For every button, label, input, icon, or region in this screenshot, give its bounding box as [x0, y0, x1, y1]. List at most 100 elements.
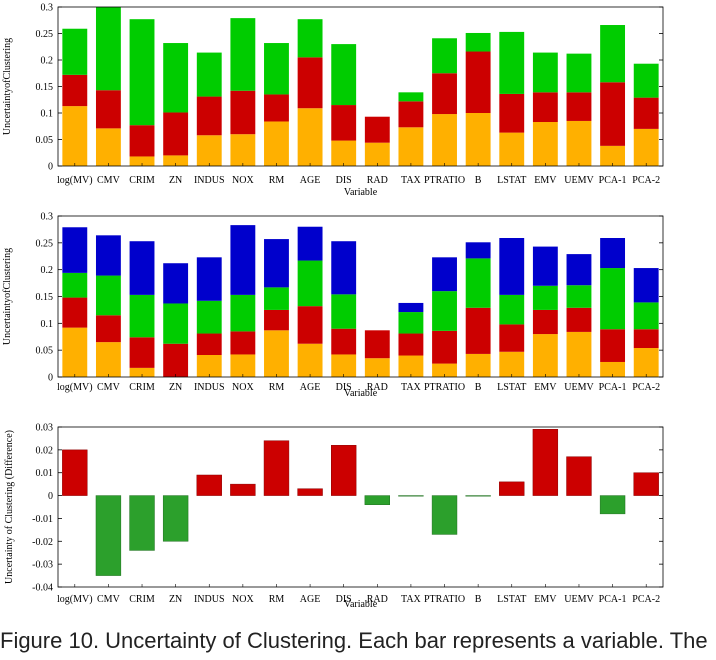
bar-segment: [600, 25, 626, 83]
bar-segment: [95, 128, 121, 166]
bar-segment: [230, 331, 256, 355]
x-tick-label: log(MV): [57, 594, 93, 605]
bar-segment: [633, 268, 659, 303]
y-tick-label: 0.02: [36, 445, 54, 456]
x-tick-label: PCA-2: [632, 594, 660, 605]
y-tick-label: 0.2: [41, 56, 54, 67]
bar-segment: [398, 101, 424, 128]
x-tick-label: RAD: [367, 175, 388, 186]
x-tick-label: PCA-1: [599, 175, 627, 186]
x-tick-label: B: [475, 594, 482, 605]
x-tick-label: EMV: [534, 382, 557, 393]
x-tick-label: DIS: [336, 382, 352, 393]
bar-segment: [566, 53, 592, 93]
bar-segment: [331, 105, 357, 141]
bar-segment: [196, 300, 222, 334]
bar-segment: [129, 294, 155, 338]
x-tick-label: B: [475, 175, 482, 186]
bar-segment: [364, 358, 390, 377]
x-tick-label: log(MV): [57, 382, 93, 393]
x-tick-label: LSTAT: [497, 382, 526, 393]
bar-segment: [297, 343, 323, 377]
y-tick-label: 0.1: [41, 109, 54, 120]
bar-segment: [532, 122, 558, 166]
x-tick-label: CRIM: [129, 382, 155, 393]
bar: [230, 483, 256, 496]
x-axis-label: Variable: [344, 388, 378, 399]
bar-segment: [499, 132, 525, 166]
x-tick-label: PTRATIO: [424, 594, 465, 605]
bar: [364, 495, 390, 505]
y-tick-label: 0.05: [36, 346, 54, 357]
bar-segment: [297, 260, 323, 307]
bar-segment: [398, 92, 424, 102]
bar-segment: [297, 19, 323, 58]
x-tick-label: NOX: [232, 594, 254, 605]
bar-segment: [398, 355, 424, 377]
x-tick-label: TAX: [401, 175, 422, 186]
bar-segment: [331, 140, 357, 166]
bar-segment: [196, 96, 222, 136]
y-tick-label: 0.25: [36, 29, 54, 40]
x-tick-label: INDUS: [194, 175, 225, 186]
figure: 0 0.05 0.1 0.15 0.2 0.25 0.3 log(MV) CMV CRIM ZN IN…: [2, 3, 664, 610]
bar-segment: [398, 312, 424, 334]
x-tick-label: CMV: [97, 175, 121, 186]
bar-segment: [264, 121, 289, 166]
bar: [532, 429, 559, 496]
bar: [196, 474, 222, 496]
bar-segment: [364, 330, 390, 359]
bar-segment: [432, 257, 457, 292]
bar-segment: [62, 106, 88, 166]
bar-segment: [196, 354, 222, 377]
x-tick-label: PCA-1: [599, 594, 627, 605]
x-tick-label: UEMV: [564, 175, 594, 186]
bar-segment: [432, 73, 457, 115]
x-tick-label: LSTAT: [497, 175, 526, 186]
y-tick-label: 0.15: [36, 82, 54, 93]
y-tick-label: 0: [48, 162, 53, 173]
bar-segment: [600, 329, 626, 362]
x-tick-label: NOX: [232, 175, 254, 186]
bar-segment: [532, 309, 558, 335]
bar-segment: [465, 51, 491, 113]
bar-segment: [532, 92, 558, 123]
bar-segment: [465, 258, 491, 308]
bar-segment: [129, 337, 155, 368]
bar-segment: [196, 333, 222, 355]
y-tick-label: 0.05: [36, 135, 54, 146]
bar-segment: [532, 246, 558, 286]
bar-segment: [465, 307, 491, 354]
x-tick-label: PTRATIO: [424, 175, 465, 186]
y-tick-label: 0.3: [41, 3, 54, 14]
y-tick-label: 0.01: [36, 468, 54, 479]
bar-segment: [331, 328, 357, 355]
bar-segment: [264, 309, 289, 331]
bar-segment: [532, 334, 558, 377]
y-tick-label: -0.03: [32, 560, 53, 571]
bar-segment: [297, 108, 323, 166]
bar: [297, 488, 323, 496]
bar-segment: [129, 241, 155, 295]
bar-segment: [331, 294, 357, 329]
x-tick-label: TAX: [401, 382, 422, 393]
x-tick-label: DIS: [336, 594, 352, 605]
bar: [162, 495, 189, 542]
bar-segment: [432, 363, 457, 377]
x-tick-label: EMV: [534, 594, 557, 605]
bar-segment: [633, 348, 659, 377]
bar-segment: [129, 125, 155, 157]
bar-segment: [499, 294, 525, 325]
y-tick-label: 0.25: [36, 238, 54, 249]
x-tick-label: NOX: [232, 382, 254, 393]
y-tick-label: 0.2: [41, 265, 54, 276]
bar-segment: [465, 32, 491, 52]
bar: [95, 495, 122, 576]
bar-segment: [566, 285, 592, 308]
x-tick-label: RM: [269, 382, 285, 393]
bar-segment: [163, 112, 189, 156]
x-tick-label: ZN: [169, 382, 182, 393]
bar-segment: [163, 343, 189, 377]
y-tick-label: 0.15: [36, 292, 54, 303]
bar-segment: [95, 342, 121, 377]
